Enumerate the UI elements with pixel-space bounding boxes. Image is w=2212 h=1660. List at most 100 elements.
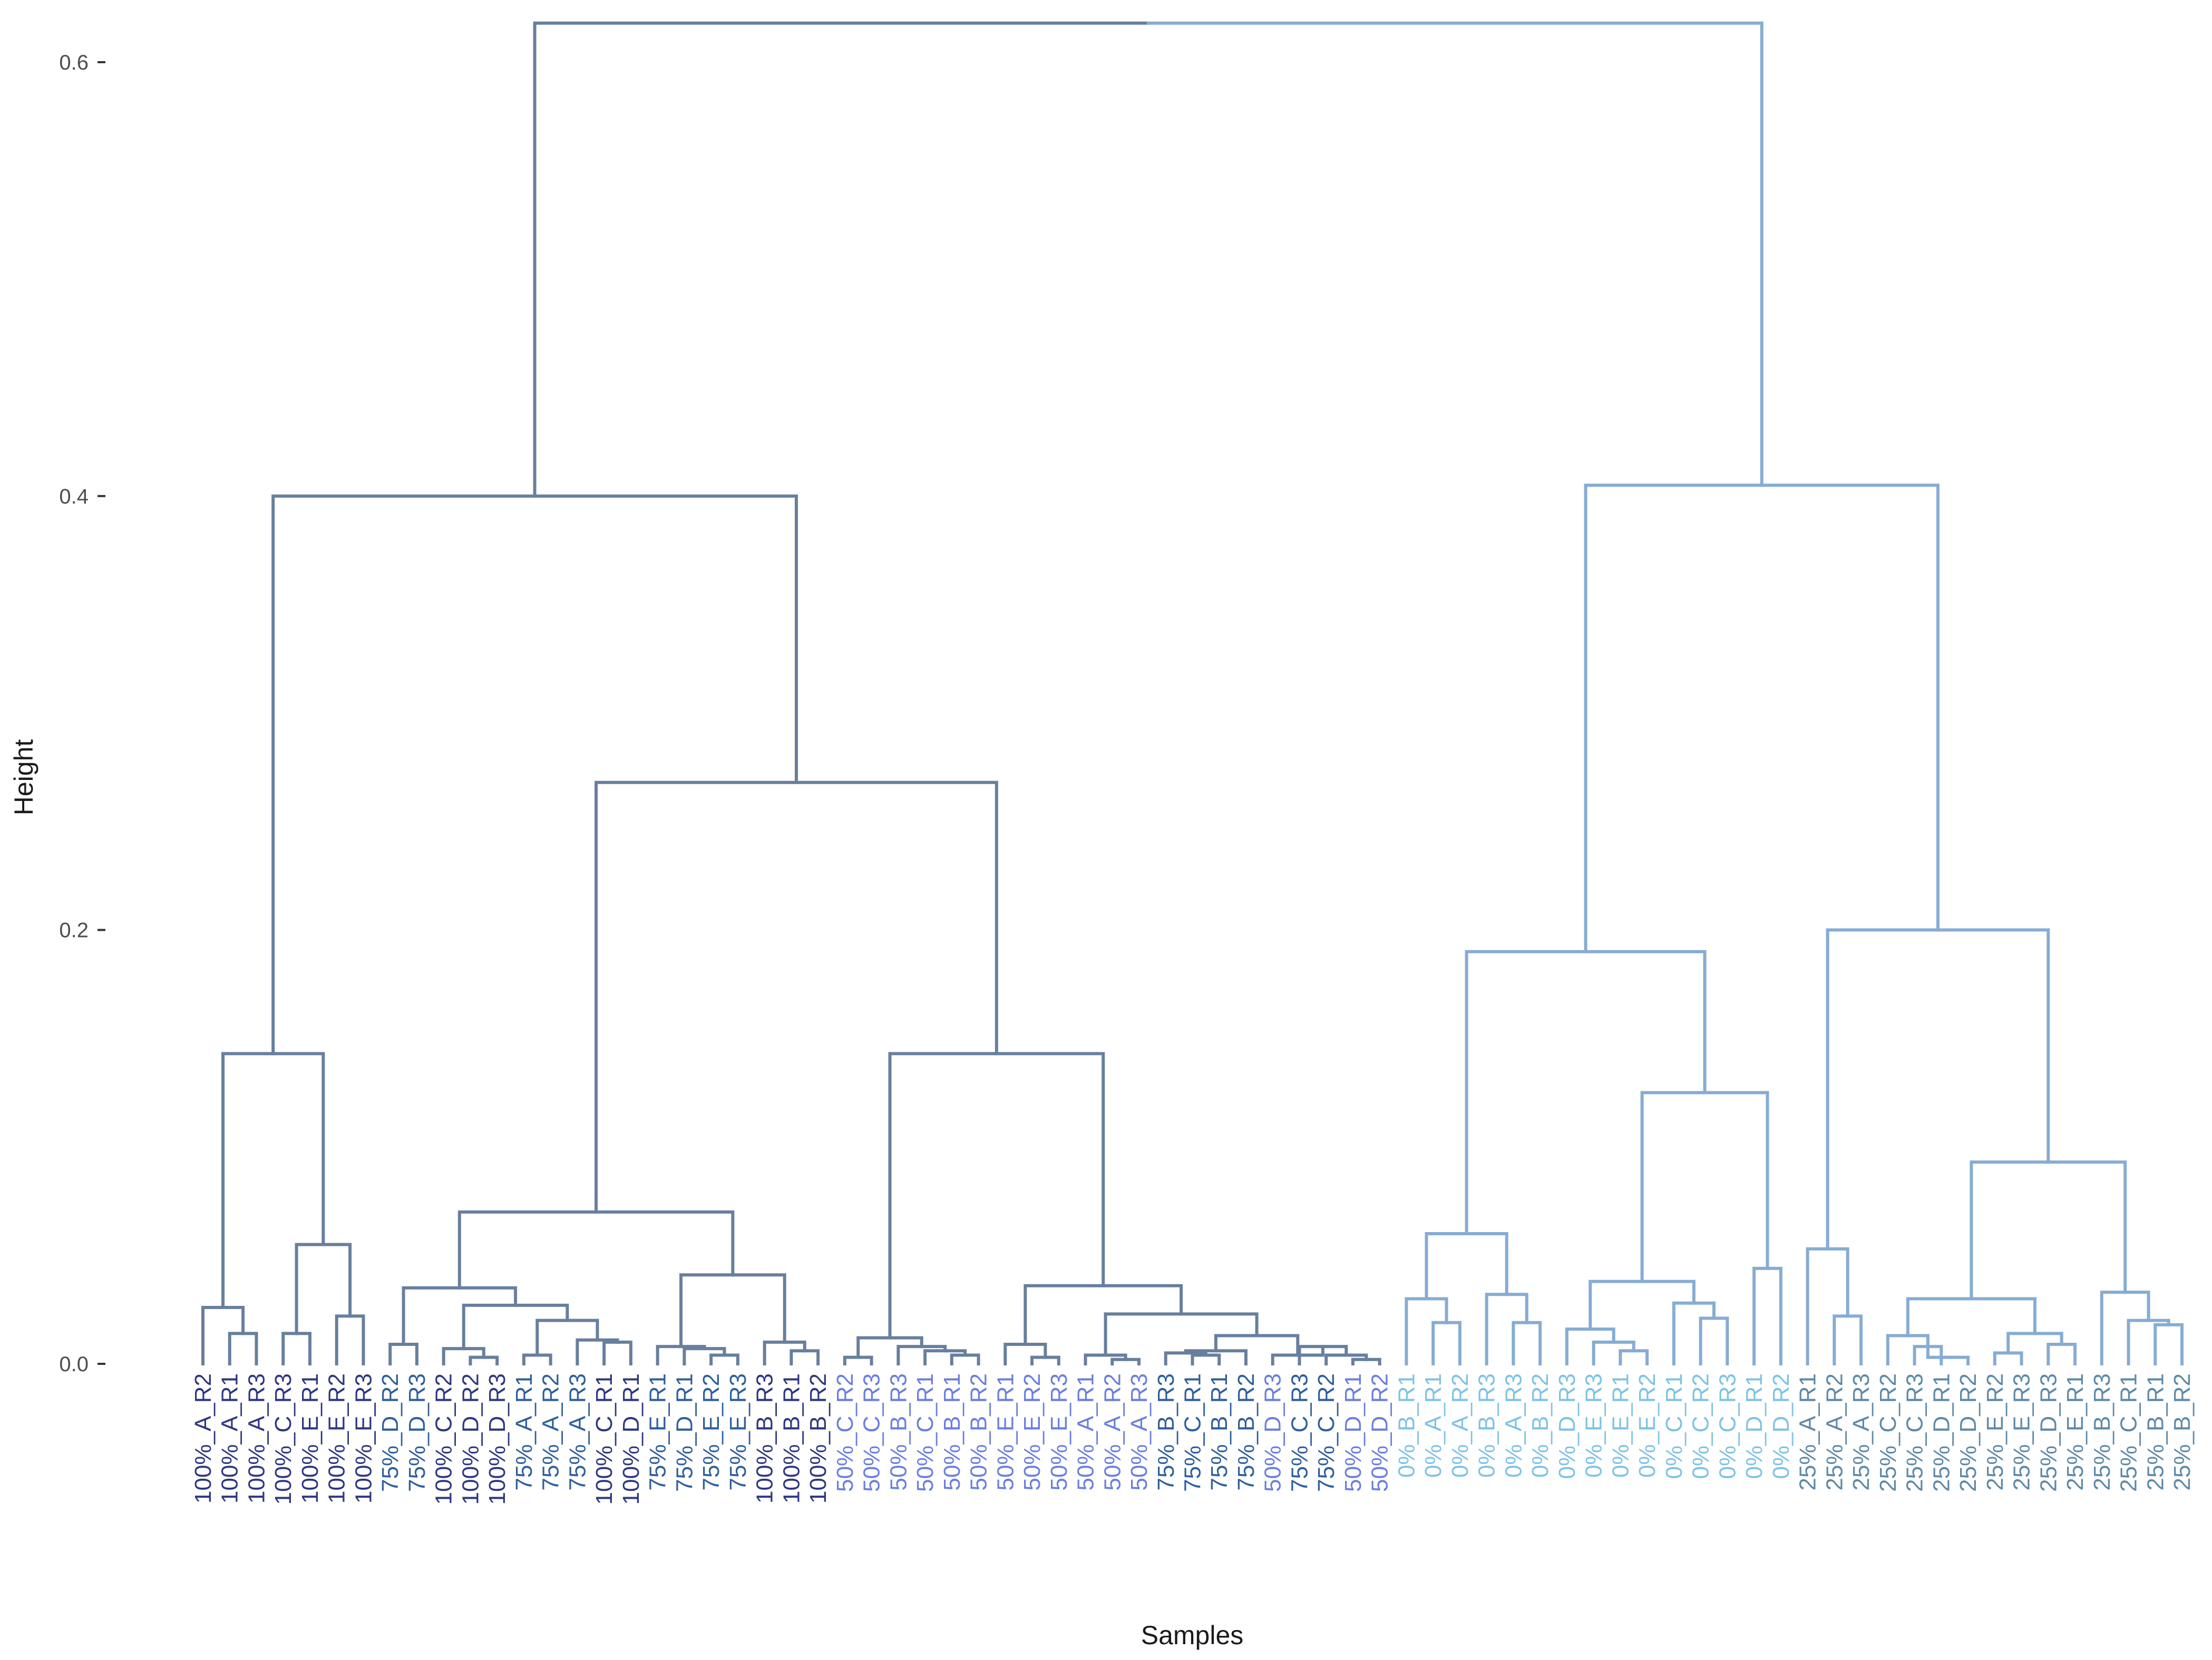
leaf-label: 75%_D_R1 (671, 1373, 697, 1492)
branch-b7 (535, 1319, 599, 1357)
leaf-label: 25%_C_R3 (1902, 1373, 1928, 1492)
leaf-label: 0%_C_R2 (1688, 1373, 1714, 1479)
y-tick-label: 0.2 (59, 919, 89, 942)
leaf-label: 50%_C_R3 (859, 1373, 885, 1492)
branch-c20 (888, 1052, 1105, 1340)
leaf-label: 100%_B_R1 (778, 1373, 804, 1503)
leaf-label: 25%_B_R1 (2142, 1373, 2168, 1491)
branch-d11 (1589, 1280, 1695, 1331)
leaf-label: 25%_A_R3 (1848, 1373, 1874, 1491)
branch-d4 (1485, 1293, 1528, 1365)
leaf-label: 100%_A_R1 (217, 1373, 243, 1503)
leaf-label: 50%_B_R2 (966, 1373, 992, 1491)
leaf-label: 25%_B_R2 (2169, 1373, 2195, 1491)
branch-e10 (2153, 1323, 2184, 1365)
branch-e6 (1993, 1351, 2023, 1365)
leaf-label: 50%_C_R1 (912, 1373, 938, 1492)
leaf-label: 100%_D_R2 (457, 1373, 483, 1505)
branch-e2 (1806, 1247, 1849, 1365)
leaf-label: 75%_E_R3 (725, 1373, 751, 1491)
leaf-label: 0%_B_R2 (1527, 1373, 1553, 1478)
leaf-label: 100%_E_R3 (350, 1373, 376, 1503)
leaf-label: 0%_D_R1 (1741, 1373, 1767, 1479)
branch-b1 (388, 1342, 418, 1365)
branch-c4 (897, 1345, 947, 1365)
branch-e9 (1906, 1297, 2036, 1337)
leaf-label: 100%_C_R2 (431, 1373, 457, 1505)
branch-d7 (1592, 1340, 1635, 1365)
leaf-label: 0%_B_R3 (1474, 1373, 1500, 1478)
leaf-label: 0%_C_R3 (1714, 1373, 1740, 1479)
leaf-label: 25%_E_R2 (1982, 1373, 2008, 1491)
branch-b15 (679, 1273, 786, 1349)
dendrogram-branches (201, 21, 2184, 1365)
leaf-label: 25%_B_R3 (2089, 1373, 2115, 1491)
leaf-label: 75%_E_R1 (645, 1373, 671, 1491)
branch-b9 (402, 1286, 518, 1346)
branch-e13 (1970, 1160, 2127, 1301)
leaf-label: 100%_B_R3 (752, 1373, 778, 1503)
leaf-label: 50%_E_R2 (1019, 1373, 1045, 1491)
leaf-label: 75%_C_R3 (1287, 1373, 1312, 1492)
leaf-label: 0%_D_R2 (1768, 1373, 1794, 1479)
leaf-label: 50%_A_R2 (1099, 1373, 1125, 1491)
x-axis-title: Samples (1141, 1620, 1244, 1650)
leaf-label: 0%_A_R2 (1447, 1373, 1473, 1478)
leaf-labels: 100%_A_R2 100%_A_R1 100%_A_R3 100%_C_R3 100%… (190, 1373, 2195, 1505)
branch-b14 (763, 1340, 806, 1365)
leaf-label: 0%_D_R3 (1554, 1373, 1580, 1479)
y-tick-label: 0.6 (59, 51, 89, 74)
leaf-label: 100%_E_R2 (324, 1373, 350, 1503)
branch-e14 (1826, 928, 2050, 1251)
branch-e11 (2127, 1319, 2170, 1365)
branch-a4 (335, 1314, 365, 1365)
branch-d9 (1699, 1316, 1729, 1365)
leaf-label: 0%_B_R1 (1394, 1373, 1419, 1478)
leaf-label: 75%_D_R3 (404, 1373, 430, 1492)
leaf-label: 0%_E_R2 (1634, 1373, 1660, 1478)
branch-e5 (1886, 1334, 1930, 1365)
leaf-label: 50%_C_R2 (832, 1373, 858, 1492)
branch-b16 (457, 1210, 735, 1290)
branch-root-right (1146, 21, 1763, 487)
leaf-label: 100%_C_R1 (591, 1373, 617, 1505)
branch-e15 (1584, 483, 1940, 953)
leaf-label: 25%_E_R1 (2062, 1373, 2088, 1491)
leaf-label: 75%_B_R1 (1206, 1373, 1232, 1491)
y-tick-label: 0.0 (59, 1353, 89, 1376)
leaf-label: 75%_D_R2 (377, 1373, 403, 1492)
branch-a6 (221, 1052, 325, 1309)
branch-e7 (2047, 1342, 2077, 1365)
leaf-label: 100%_B_R2 (805, 1373, 831, 1503)
leaf-label: 25%_D_R2 (1955, 1373, 1981, 1492)
branch-a3 (281, 1332, 311, 1365)
branch-d10 (1672, 1301, 1716, 1365)
leaf-label: 75%_C_R1 (1180, 1373, 1206, 1492)
leaf-label: 50%_B_R3 (885, 1373, 911, 1491)
branch-c3 (923, 1349, 967, 1365)
branch-e1 (1833, 1314, 1863, 1365)
leaf-label: 100%_D_R3 (484, 1373, 510, 1505)
branch-c21 (595, 780, 998, 1214)
leaf-label: 25%_C_R2 (1875, 1373, 1901, 1492)
leaf-label: 75%_A_R2 (538, 1373, 564, 1491)
y-tick-label: 0.4 (59, 485, 89, 508)
branch-d6 (1619, 1349, 1649, 1365)
branch-e12 (2100, 1291, 2150, 1365)
leaf-label: 50%_A_R1 (1073, 1373, 1099, 1491)
branch-a1 (228, 1332, 258, 1365)
branch-b5 (602, 1340, 632, 1365)
leaf-label: 50%_E_R1 (992, 1373, 1018, 1491)
branch-a2 (201, 1305, 245, 1365)
leaf-label: 75%_B_R2 (1233, 1373, 1259, 1491)
leaf-label: 25%_E_R3 (2009, 1373, 2035, 1491)
branch-b8 (462, 1303, 569, 1351)
leaf-label: 75%_B_R3 (1153, 1373, 1179, 1491)
leaf-label: 25%_A_R1 (1795, 1373, 1821, 1491)
leaf-label: 50%_D_R2 (1367, 1373, 1393, 1492)
leaf-label: 25%_D_R3 (2035, 1373, 2061, 1492)
leaf-label: 25%_D_R1 (1928, 1373, 1954, 1492)
leaf-label: 50%_B_R1 (939, 1373, 965, 1491)
leaf-label: 50%_D_R1 (1340, 1373, 1366, 1492)
